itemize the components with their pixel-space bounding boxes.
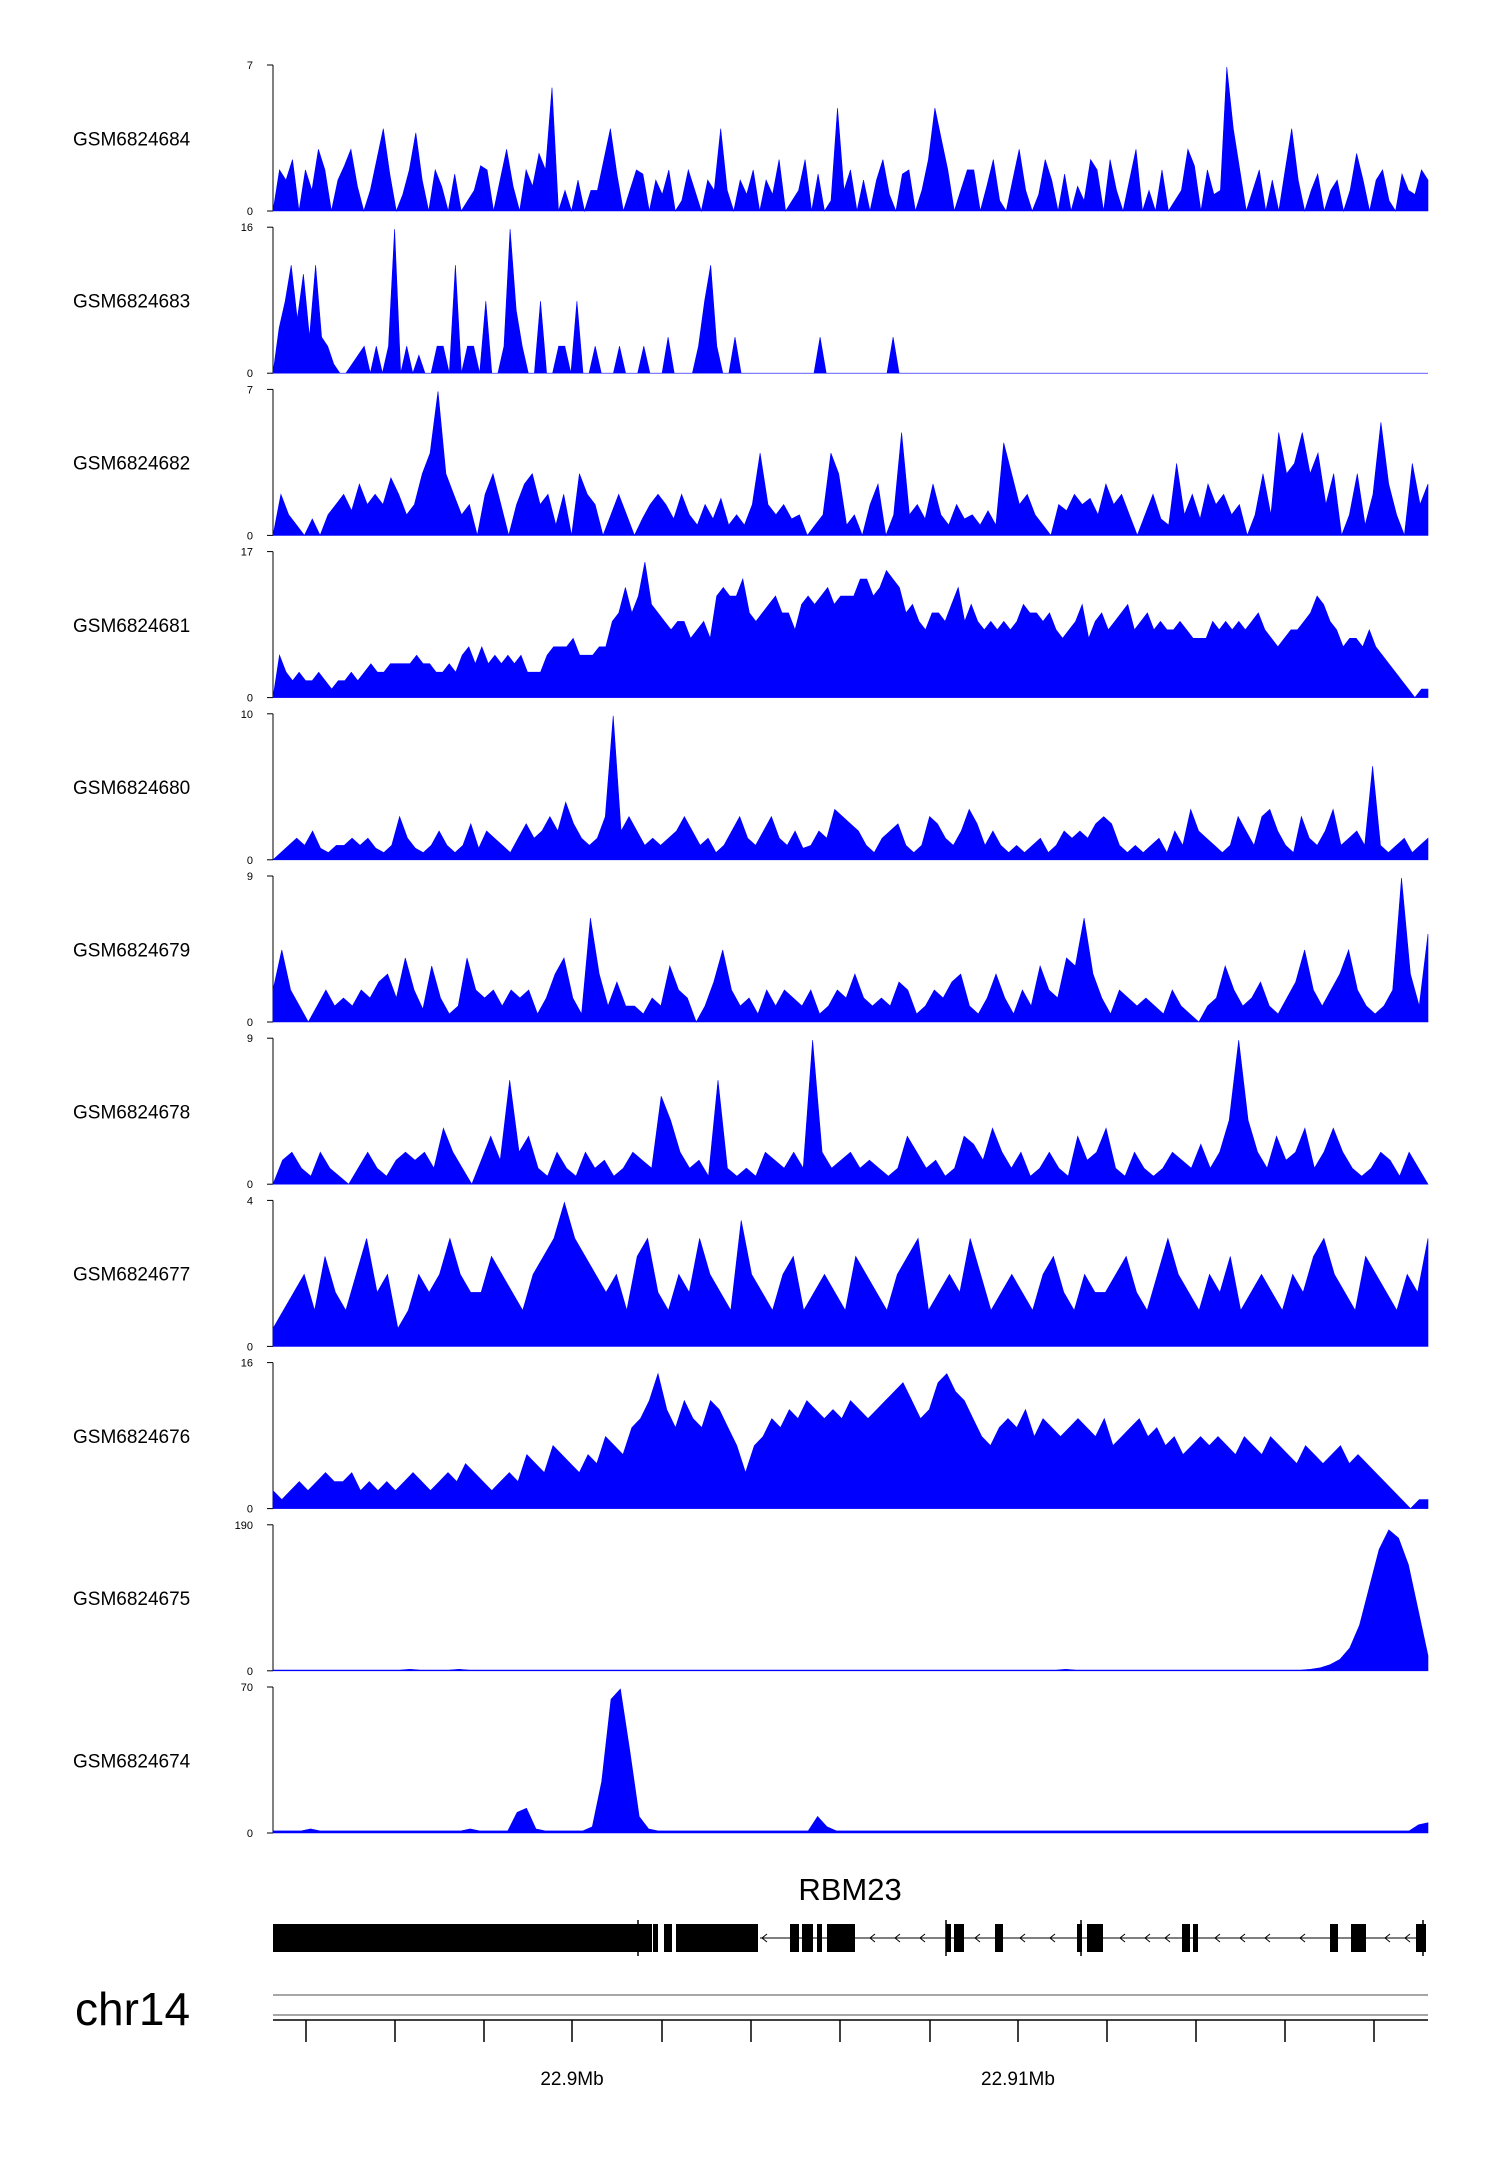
strand-arrow [1144,1933,1151,1943]
signal-area [272,715,1429,861]
track-label-GSM6824678: GSM6824678 [73,1103,190,1124]
strand-arrow [1264,1933,1271,1943]
track-label-GSM6824676: GSM6824676 [73,1427,190,1448]
strand-arrow [789,1933,796,1943]
track-label-GSM6824677: GSM6824677 [73,1265,190,1286]
gene-exon [817,1924,822,1952]
y-min-label: 0 [247,1179,253,1191]
strand-arrow [1049,1933,1056,1943]
y-max-label: 16 [241,1358,253,1370]
gene-exon [946,1924,951,1952]
track-GSM6824683: GSM6824683 16 0 [73,222,1428,380]
y-max-label: 16 [241,222,253,234]
y-max-label: 4 [247,1195,253,1207]
strand-arrow [1019,1933,1026,1943]
strand-arrow [761,1933,768,1943]
strand-arrow [1239,1933,1246,1943]
gene-exon [995,1924,1003,1952]
y-min-label: 0 [247,693,253,705]
gene-exon [790,1924,799,1952]
track-GSM6824677: GSM6824677 4 0 [73,1195,1429,1353]
x-tick-label-0: 22.9Mb [540,2069,603,2090]
gene-name-label: RBM23 [798,1872,901,1907]
track-GSM6824676: GSM6824676 16 0 [73,1358,1429,1516]
y-min-label: 0 [247,1341,253,1353]
y-min-label: 0 [247,1504,253,1516]
track-label-GSM6824674: GSM6824674 [73,1751,191,1772]
strand-arrow [1164,1933,1171,1943]
x-tick-label-1: 22.91Mb [981,2069,1055,2090]
genome-axis: chr14 22.9Mb 22.91Mb [75,1983,1428,2090]
y-max-label: 9 [247,1033,253,1045]
signal-area [272,229,1428,375]
y-min-label: 0 [247,368,253,380]
y-min-label: 0 [247,530,253,542]
y-max-label: 7 [247,60,253,72]
y-min-label: 0 [247,206,253,218]
gene-exon [653,1924,658,1952]
strand-arrow [869,1933,876,1943]
signal-area [272,877,1429,1023]
gene-exon [1193,1924,1198,1952]
strand-arrow [974,1933,981,1943]
signal-tracks: GSM682468470GSM6824683160GSM682468270GSM… [73,60,1429,1840]
track-label-GSM6824679: GSM6824679 [73,940,190,961]
track-GSM6824680: GSM6824680 10 0 [73,709,1429,867]
y-max-label: 7 [247,384,253,396]
signal-area [272,1040,1429,1185]
track-GSM6824684: GSM6824684 7 0 [73,60,1429,218]
gene-exon [1351,1924,1366,1952]
strand-arrow [1299,1933,1306,1943]
track-GSM6824682: GSM6824682 7 0 [73,384,1429,542]
gene-exon [1077,1924,1082,1952]
y-max-label: 190 [235,1520,253,1532]
track-GSM6824674: GSM6824674 70 0 [73,1682,1429,1840]
chromosome-label: chr14 [75,1983,190,2035]
signal-area [272,562,1429,699]
gene-exon [676,1924,758,1952]
signal-area [272,1372,1429,1510]
y-max-label: 10 [241,709,253,721]
track-label-GSM6824675: GSM6824675 [73,1589,190,1610]
strand-arrow [1214,1933,1221,1943]
gene-exon [1330,1924,1338,1952]
strand-arrow [1384,1933,1391,1943]
track-GSM6824681: GSM6824681 17 0 [73,547,1429,705]
strand-arrow [894,1933,901,1943]
y-min-label: 0 [247,1666,253,1678]
axis-ticks [305,2020,1375,2042]
gene-exon [664,1924,672,1952]
y-max-label: 70 [241,1682,253,1694]
signal-area [272,66,1429,213]
gene-exon [1416,1924,1426,1952]
gene-exon [1087,1924,1103,1952]
signal-area [272,1688,1429,1834]
gene-exon [273,1924,652,1952]
gene-exon [802,1924,813,1952]
signal-area [272,1529,1429,1672]
track-GSM6824675: GSM6824675 190 0 [73,1520,1429,1678]
track-label-GSM6824680: GSM6824680 [73,778,190,799]
signal-area [272,391,1429,537]
gene-track: RBM23 [273,1872,1426,1956]
track-label-GSM6824683: GSM6824683 [73,292,190,313]
strand-arrow [1404,1933,1411,1943]
gene-exon [954,1924,964,1952]
gene-exon [827,1924,855,1952]
y-max-label: 9 [247,871,253,883]
track-label-GSM6824682: GSM6824682 [73,454,190,475]
track-label-GSM6824684: GSM6824684 [73,129,191,150]
y-min-label: 0 [247,1828,253,1840]
signal-area [272,1201,1429,1347]
track-GSM6824679: GSM6824679 9 0 [73,871,1429,1029]
track-GSM6824678: GSM6824678 9 0 [73,1033,1429,1191]
strand-arrow [919,1933,926,1943]
gene-exon [1182,1924,1190,1952]
y-max-label: 17 [241,547,253,559]
y-min-label: 0 [247,855,253,867]
strand-arrow [1119,1933,1126,1943]
track-label-GSM6824681: GSM6824681 [73,616,190,637]
y-min-label: 0 [247,1017,253,1029]
